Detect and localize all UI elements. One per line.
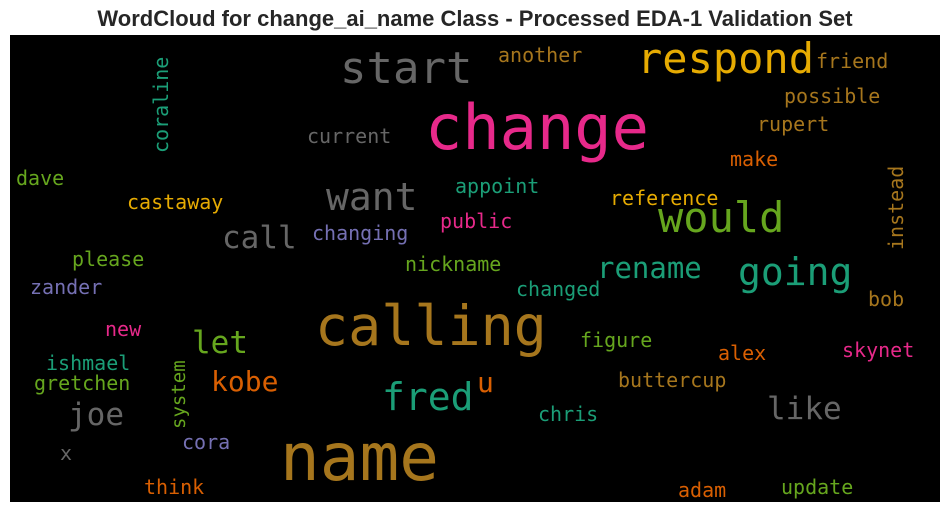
- word-think: think: [144, 475, 204, 499]
- word-friend: friend: [816, 49, 888, 73]
- word-chris: chris: [538, 402, 598, 426]
- word-nickname: nickname: [405, 252, 501, 276]
- word-gretchen: gretchen: [34, 371, 130, 395]
- word-castaway: castaway: [127, 190, 223, 214]
- word-let: let: [192, 325, 248, 361]
- word-reference: reference: [610, 186, 718, 210]
- word-cora: cora: [182, 430, 230, 454]
- word-joe: joe: [68, 397, 124, 433]
- word-cloud-canvas: name change calling start respond would want go…: [10, 35, 940, 502]
- word-rupert: rupert: [757, 112, 829, 136]
- word-u: u: [477, 366, 494, 399]
- word-system: system: [168, 360, 190, 429]
- word-instead: instead: [884, 166, 908, 250]
- word-another: another: [498, 43, 582, 67]
- word-appoint: appoint: [455, 174, 539, 198]
- word-fred: fred: [382, 375, 474, 419]
- word-figure: figure: [580, 328, 652, 352]
- word-dave: dave: [16, 166, 64, 190]
- word-skynet: skynet: [842, 338, 914, 362]
- word-bob: bob: [868, 287, 904, 311]
- word-buttercup: buttercup: [618, 368, 726, 392]
- word-x: x: [60, 441, 72, 465]
- word-please: please: [72, 247, 144, 271]
- word-name: name: [280, 419, 439, 496]
- word-going: going: [738, 250, 852, 294]
- word-public: public: [440, 209, 512, 233]
- word-would: would: [658, 193, 784, 242]
- word-changing: changing: [312, 221, 408, 245]
- word-adam: adam: [678, 478, 726, 502]
- word-respond: respond: [637, 35, 814, 83]
- word-new: new: [105, 317, 142, 341]
- word-changed: changed: [516, 277, 600, 301]
- word-coraline: coraline: [149, 57, 173, 153]
- word-calling: calling: [315, 294, 547, 358]
- word-change: change: [425, 91, 649, 164]
- chart-title: WordCloud for change_ai_name Class - Pro…: [97, 6, 853, 31]
- word-possible: possible: [784, 84, 880, 108]
- word-make: make: [730, 147, 778, 171]
- word-current: current: [307, 124, 391, 148]
- word-update: update: [781, 475, 853, 499]
- word-alex: alex: [718, 341, 766, 365]
- word-like: like: [767, 391, 842, 427]
- word-cloud-background: [10, 35, 940, 502]
- word-cloud-svg: name change calling start respond would want go…: [10, 35, 940, 502]
- word-call: call: [222, 220, 297, 256]
- word-ishmael: ishmael: [46, 351, 130, 375]
- word-want: want: [326, 175, 418, 219]
- word-rename: rename: [597, 251, 702, 285]
- word-kobe: kobe: [211, 365, 278, 398]
- word-start: start: [340, 43, 472, 94]
- word-zander: zander: [30, 275, 102, 299]
